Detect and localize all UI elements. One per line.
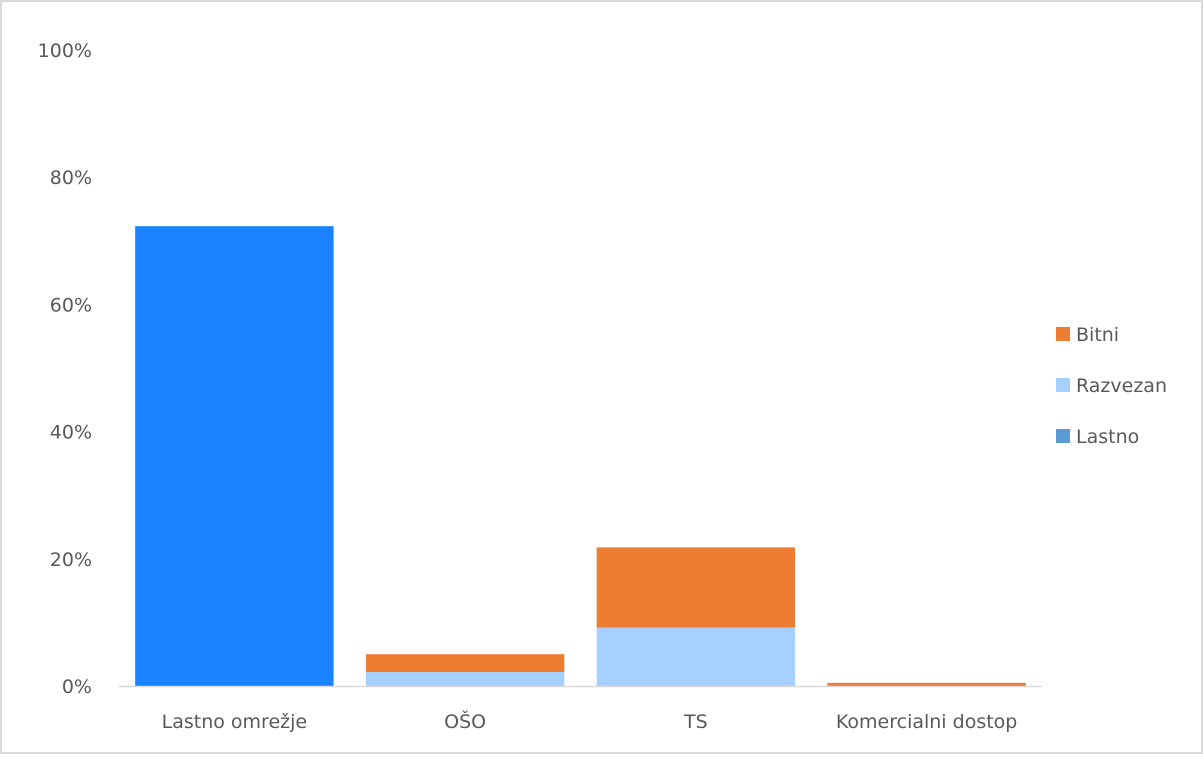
legend: Bitni Razvezan Lastno: [1056, 324, 1167, 448]
legend-label: Bitni: [1076, 324, 1119, 346]
legend-swatch: [1056, 327, 1070, 341]
x-tick-label: OŠO: [444, 709, 486, 733]
bar-bitni-1: [365, 654, 565, 673]
legend-item: Bitni: [1056, 324, 1119, 346]
bars: [135, 226, 1026, 686]
x-tick-label: Lastno omrežje: [162, 711, 307, 733]
bar-bitni-2: [596, 547, 796, 628]
bar-bitni-3: [827, 682, 1026, 686]
y-axis-ticks: 0% 20% 40% 60% 80% 100%: [38, 40, 92, 698]
legend-item: Lastno: [1056, 426, 1139, 448]
y-tick-label: 80%: [50, 167, 92, 189]
legend-item: Razvezan: [1056, 375, 1167, 397]
x-tick-label: Komercialni dostop: [836, 711, 1017, 733]
x-tick-label: TS: [683, 711, 708, 733]
y-tick-label: 20%: [50, 549, 92, 571]
legend-label: Razvezan: [1076, 375, 1167, 397]
y-tick-label: 100%: [38, 40, 92, 62]
legend-swatch: [1056, 429, 1070, 443]
bar-lastno-0: [135, 226, 334, 686]
legend-label: Lastno: [1076, 426, 1139, 448]
y-tick-label: 60%: [50, 294, 92, 316]
y-tick-label: 40%: [50, 422, 92, 444]
legend-swatch: [1056, 378, 1070, 392]
y-tick-label: 0%: [62, 676, 92, 698]
bar-razvezan-2: [596, 627, 796, 686]
bar-razvezan-1: [365, 672, 565, 686]
x-axis-ticks: Lastno omrežje OŠO TS Komercialni dostop: [162, 709, 1018, 733]
